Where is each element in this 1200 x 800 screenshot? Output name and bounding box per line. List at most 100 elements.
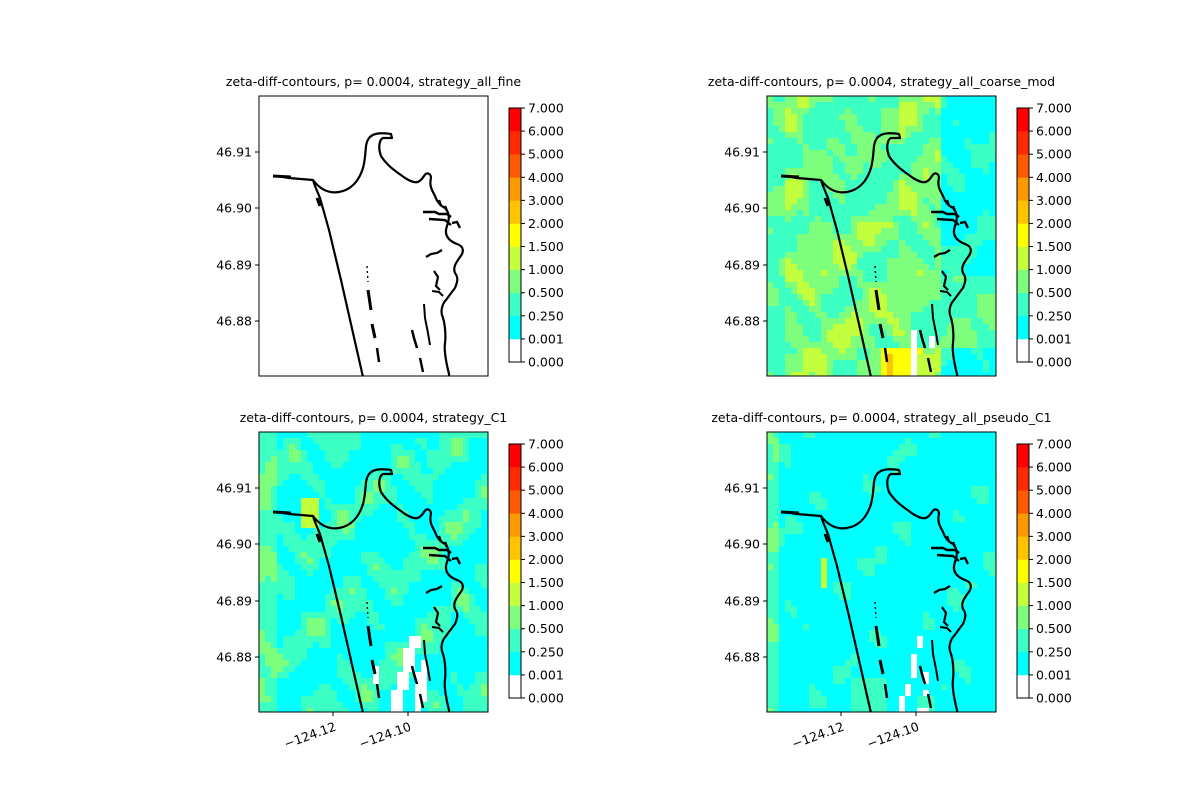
subplot-title: zeta-diff-contours, p= 0.0004, strategy_… — [226, 74, 521, 89]
colorbar-band — [1017, 444, 1029, 468]
x-tick-label: −124.12 — [282, 719, 338, 752]
colorbar-band — [1017, 605, 1029, 630]
colorbar-band — [1017, 536, 1029, 560]
axes-frame — [258, 431, 489, 713]
colorbar-tick-label: 0.001 — [1036, 331, 1072, 346]
colorbar-band — [509, 559, 521, 583]
colorbar-band — [1017, 223, 1029, 247]
colorbar-band — [509, 108, 521, 132]
colorbar-tick-label: 2.000 — [1036, 552, 1072, 567]
colorbar-tick-label: 1.500 — [1036, 575, 1072, 590]
colorbar-tick-label: 7.000 — [1036, 437, 1072, 452]
colorbar-tick-label: 0.500 — [1036, 285, 1072, 300]
colorbar: 7.000 6.000 5.000 4.000 3.000 2.000 1.500 1.000… — [508, 437, 564, 706]
colorbar-band — [1017, 200, 1029, 224]
y-tick-label: 46.90 — [724, 201, 760, 216]
colorbar-tick-label: 2.000 — [1036, 216, 1072, 231]
colorbar-band — [1017, 582, 1029, 606]
contour-field — [259, 432, 488, 712]
colorbar-band — [509, 223, 521, 247]
colorbar-band — [509, 582, 521, 606]
colorbar-band — [509, 131, 521, 155]
colorbar-band — [509, 292, 521, 317]
subplot-title: zeta-diff-contours, p= 0.0004, strategy_… — [240, 410, 508, 425]
subplot-3: zeta-diff-contours, p= 0.0004, strategy_… — [216, 410, 564, 752]
y-tick-label: 46.88 — [724, 314, 760, 329]
colorbar-tick-label: 4.000 — [1036, 170, 1072, 185]
colorbar-band — [509, 674, 521, 699]
colorbar-tick-label: 1.500 — [528, 239, 564, 254]
colorbar-band — [1017, 338, 1029, 363]
y-tick-label: 46.89 — [216, 594, 252, 609]
colorbar-band — [1017, 292, 1029, 317]
colorbar-band — [509, 628, 521, 653]
y-tick-label: 46.89 — [724, 258, 760, 273]
colorbar-band — [509, 338, 521, 363]
colorbar-band — [1017, 513, 1029, 537]
colorbar-band — [509, 246, 521, 270]
colorbar-tick-label: 3.000 — [528, 193, 564, 208]
colorbar-band — [509, 200, 521, 224]
colorbar: 7.000 6.000 5.000 4.000 3.000 2.000 1.500 1.000… — [1016, 437, 1072, 706]
plot-area — [259, 432, 488, 712]
colorbar-band — [1017, 628, 1029, 653]
colorbar-tick-label: 4.000 — [1036, 506, 1072, 521]
colorbar-tick-label: 5.000 — [1036, 483, 1072, 498]
colorbar-tick-label: 0.001 — [528, 331, 564, 346]
colorbar-band — [509, 154, 521, 178]
colorbar-band — [509, 490, 521, 514]
y-tick-label: 46.91 — [216, 145, 252, 160]
colorbar-tick-label: 0.500 — [528, 621, 564, 636]
colorbar-band — [509, 536, 521, 560]
colorbar-band — [1017, 674, 1029, 699]
colorbar-tick-label: 0.000 — [1036, 355, 1072, 370]
plot-area — [767, 432, 996, 712]
colorbar-band — [1017, 154, 1029, 178]
colorbar-tick-label: 1.000 — [1036, 262, 1072, 277]
y-tick-label: 46.90 — [724, 537, 760, 552]
axes-frame — [766, 431, 997, 713]
colorbar-band — [509, 605, 521, 630]
colorbar-band — [1017, 467, 1029, 491]
colorbar-band — [1017, 490, 1029, 514]
y-tick-label: 46.89 — [216, 258, 252, 273]
colorbar-tick-label: 7.000 — [528, 437, 564, 452]
colorbar-band — [509, 177, 521, 201]
colorbar-tick-label: 0.000 — [1036, 691, 1072, 706]
y-tick-label: 46.88 — [216, 650, 252, 665]
subplot-2: zeta-diff-contours, p= 0.0004, strategy_… — [708, 74, 1072, 377]
y-tick-label: 46.91 — [724, 481, 760, 496]
colorbar-tick-label: 1.500 — [528, 575, 564, 590]
colorbar-tick-label: 0.250 — [1036, 308, 1072, 323]
colorbar-tick-label: 3.000 — [1036, 529, 1072, 544]
colorbar-band — [1017, 246, 1029, 270]
contour-field — [767, 432, 996, 712]
colorbar-band — [1017, 559, 1029, 583]
colorbar-tick-label: 0.000 — [528, 355, 564, 370]
y-tick-label: 46.89 — [724, 594, 760, 609]
colorbar-tick-label: 7.000 — [1036, 101, 1072, 116]
y-tick-label: 46.91 — [216, 481, 252, 496]
axes-frame — [766, 95, 997, 377]
contour-field — [767, 96, 996, 376]
x-tick-label: −124.12 — [790, 719, 846, 752]
y-tick-label: 46.90 — [216, 201, 252, 216]
colorbar-tick-label: 0.001 — [528, 667, 564, 682]
subplot-1: zeta-diff-contours, p= 0.0004, strategy_… — [216, 74, 564, 377]
plot-area — [767, 96, 996, 376]
colorbar-tick-label: 5.000 — [1036, 147, 1072, 162]
colorbar-band — [1017, 315, 1029, 340]
colorbar-tick-label: 0.250 — [528, 644, 564, 659]
colorbar-tick-label: 0.250 — [1036, 644, 1072, 659]
colorbar-tick-label: 5.000 — [528, 483, 564, 498]
colorbar-tick-label: 0.500 — [528, 285, 564, 300]
colorbar-band — [1017, 131, 1029, 155]
colorbar-tick-label: 6.000 — [1036, 124, 1072, 139]
colorbar-band — [509, 651, 521, 676]
y-tick-label: 46.90 — [216, 537, 252, 552]
axes-frame — [258, 95, 489, 377]
colorbar-band — [1017, 108, 1029, 132]
colorbar-band — [1017, 269, 1029, 294]
colorbar-tick-label: 0.000 — [528, 691, 564, 706]
colorbar-tick-label: 1.000 — [528, 598, 564, 613]
